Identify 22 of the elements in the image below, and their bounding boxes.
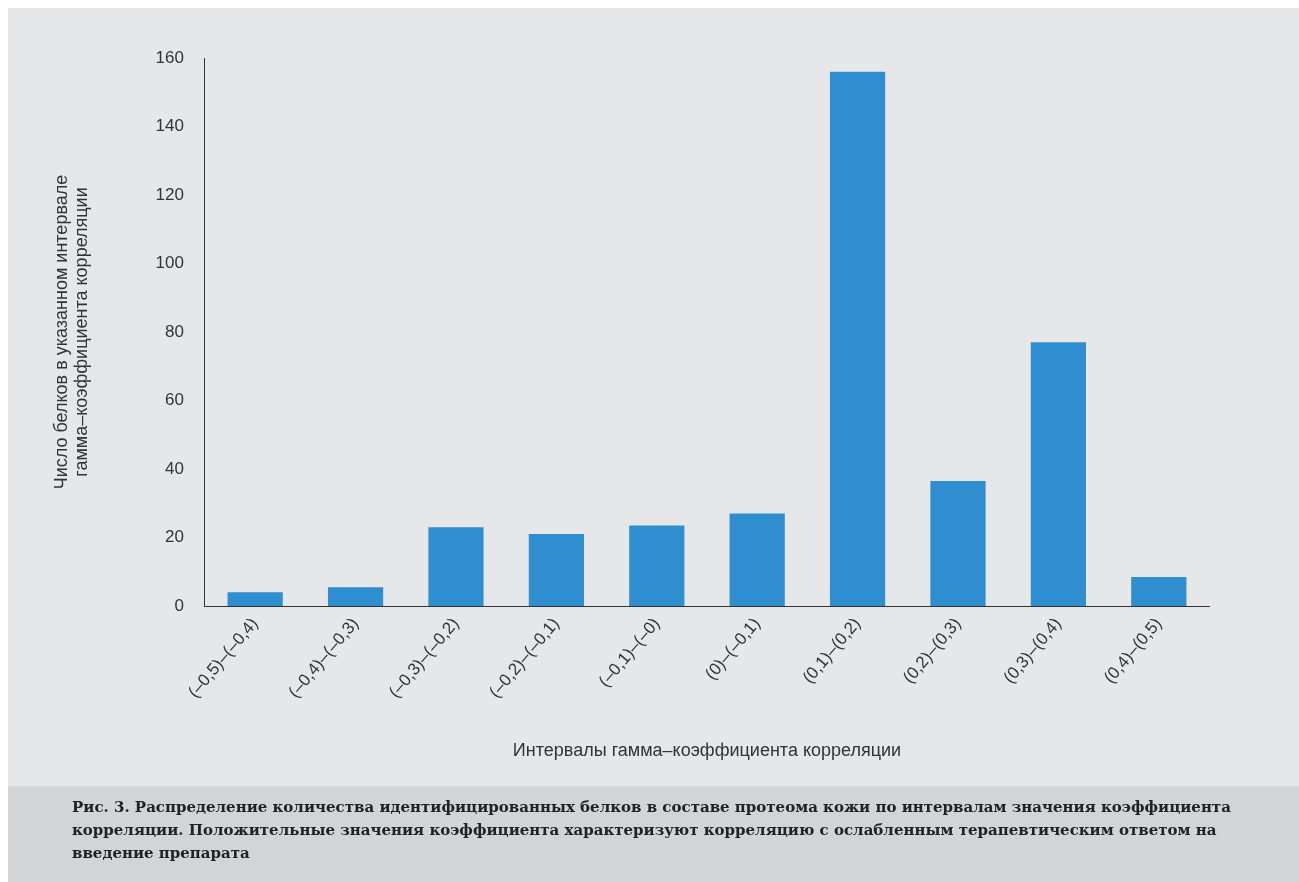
bar: [428, 527, 484, 607]
y-tick-label: 160: [155, 47, 184, 67]
y-tick-label: 20: [165, 527, 184, 547]
y-tick-label: 60: [165, 390, 184, 410]
bar: [930, 480, 986, 607]
bar: [629, 525, 685, 607]
bar: [1131, 576, 1187, 607]
bar: [1030, 342, 1087, 607]
bar: [528, 534, 584, 607]
bar: [327, 587, 384, 607]
y-tick-label: 100: [155, 253, 184, 273]
y-tick-label: 120: [155, 184, 184, 204]
y-tick-label: 0: [174, 595, 184, 615]
y-tick-label: 80: [165, 321, 184, 341]
text: Рис. 3. Распределение количества идентифицированных белков в составе протеома кожи по интервалам значения коэффициента корреляции. Положительные значения коэффициента характеризуют корреляцию с ослабленным терапевтическим ответом на введение препарата: [72, 797, 1232, 864]
y-axis-title: Число белков в указанном интервале гамма–коэффициента корреляции: [50, 174, 91, 490]
y-tick-label: 140: [155, 116, 184, 136]
x-axis-title: Интервалы гамма–коэффициента корреляции: [512, 740, 902, 761]
bar: [729, 513, 785, 607]
bar: [227, 592, 283, 607]
y-tick-label: 40: [165, 458, 184, 478]
bar: [829, 71, 886, 607]
